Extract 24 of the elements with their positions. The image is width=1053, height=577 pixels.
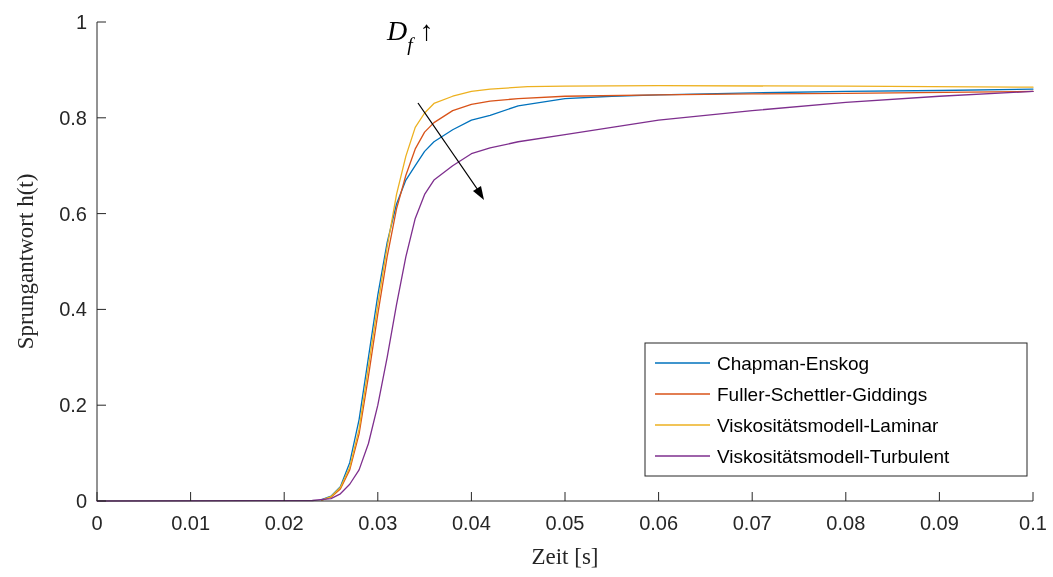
x-tick-label: 0.03: [358, 512, 398, 534]
x-tick-label: 0: [91, 512, 103, 534]
y-tick-label: 0.4: [59, 298, 87, 321]
legend-label: Viskositätsmodell-Turbulent: [717, 446, 951, 467]
x-tick-label: 0.07: [732, 512, 772, 534]
x-tick-label: 0.01: [171, 512, 211, 534]
x-tick-label: 0.09: [919, 512, 959, 534]
x-tick-label: 0.06: [639, 512, 679, 534]
legend-label: Viskositätsmodell-Laminar: [717, 415, 940, 436]
x-tick-label: 0.05: [545, 512, 585, 534]
y-tick-label: 0.6: [59, 202, 87, 225]
x-axis-title: Zeit [s]: [531, 544, 599, 569]
legend-label: Chapman-Enskog: [717, 353, 870, 374]
y-tick-label: 0.8: [59, 106, 87, 129]
x-tick-label: 0.04: [451, 512, 491, 534]
legend-label: Fuller-Schettler-Giddings: [717, 384, 928, 405]
y-tick-label: 0: [75, 490, 87, 512]
x-tick-label: 0.08: [826, 512, 866, 534]
y-axis-title: Sprungantwort h(t): [13, 173, 38, 350]
annotation: D$_{f}$ ↑: [386, 15, 434, 55]
y-tick-label: 1: [75, 11, 87, 33]
y-tick-label: 0.2: [59, 394, 87, 417]
x-tick-label: 0.1: [1019, 512, 1047, 534]
x-tick-label: 0.02: [264, 512, 304, 534]
